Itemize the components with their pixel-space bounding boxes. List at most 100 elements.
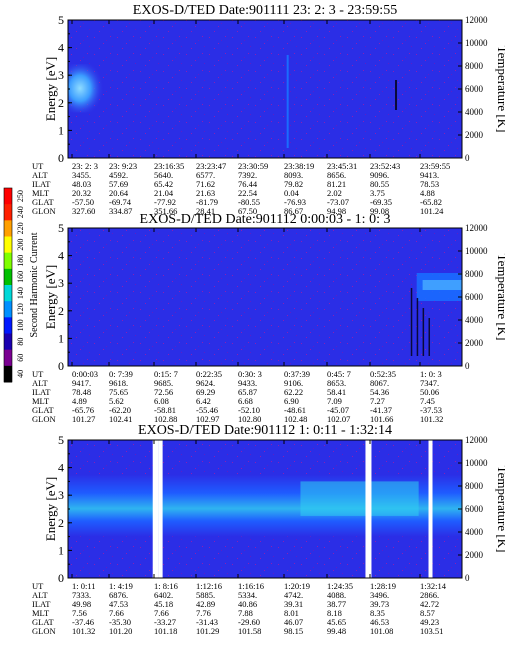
orbit-table-cell: -58.81 — [154, 405, 176, 415]
y-tick-label: 3 — [58, 276, 64, 290]
orbit-table-cell: 65.42 — [154, 179, 173, 189]
orbit-table-cell: 69.29 — [196, 387, 215, 397]
orbit-table-cell: 22.54 — [238, 188, 258, 198]
y-tick-label: 5 — [58, 13, 64, 27]
data-gap — [152, 440, 159, 578]
orbit-table-cell: -41.37 — [370, 405, 392, 415]
colorbar-tick-label: 220 — [16, 222, 25, 234]
orbit-table-cell: 9413. — [420, 170, 439, 180]
orbit-table-cell: 101.32 — [72, 626, 95, 636]
orbit-table-cell: 351.66 — [154, 206, 177, 216]
y-right-tick-label: 0 — [465, 573, 470, 583]
dark-streak — [428, 318, 431, 356]
orbit-row-label: UT — [32, 581, 44, 591]
colorbar-segment — [4, 317, 12, 334]
orbit-table-cell: 23:23:47 — [196, 161, 226, 171]
orbit-table-cell: 9417. — [72, 378, 91, 388]
y-right-axis-label: Temperature [K] — [495, 254, 505, 341]
orbit-row-label: GLON — [32, 414, 56, 424]
y-right-tick-label: 6000 — [465, 292, 484, 302]
orbit-table-cell: 7347. — [420, 378, 439, 388]
y-tick-label: 5 — [58, 221, 64, 235]
dark-streak — [422, 308, 425, 356]
orbit-table-cell: 20.32 — [72, 188, 91, 198]
y-tick-label: 3 — [58, 68, 64, 82]
colorbar-tick-label: 180 — [16, 255, 25, 267]
y-right-tick-label: 0 — [465, 361, 470, 371]
orbit-table-cell: 334.87 — [109, 206, 132, 216]
colorbar-tick-label: 40 — [16, 370, 25, 378]
orbit-table-cell: -52.10 — [238, 405, 260, 415]
orbit-table-cell: 1:20:19 — [284, 581, 310, 591]
orbit-table-cell: 4.88 — [420, 188, 435, 198]
orbit-table-cell: 102.07 — [327, 414, 350, 424]
orbit-table-cell: 39.31 — [284, 599, 303, 609]
data-gap — [365, 440, 372, 578]
orbit-table-cell: 0:22:35 — [196, 369, 222, 379]
colorbar: 40 60 80 100 120 140 160 180 200 220 240 250 Second … — [3, 187, 40, 383]
orbit-table-cell: 102.97 — [196, 414, 219, 424]
orbit-table-cell: 23:52:43 — [370, 161, 400, 171]
colorbar-frame — [3, 187, 13, 383]
y-right-tick-label: 2000 — [465, 338, 484, 348]
orbit-table-cell: 45.65 — [327, 617, 346, 627]
colorbar-tick-label: 120 — [16, 303, 25, 315]
y-tick-label: 2 — [58, 96, 64, 110]
orbit-table-cell: 103.51 — [420, 626, 443, 636]
orbit-table-cell: 47.53 — [109, 599, 128, 609]
orbit-table-cell: 7.27 — [370, 396, 385, 406]
y-right-tick-label: 2000 — [465, 550, 484, 560]
plasma-core — [422, 280, 462, 290]
orbit-table-cell: 327.60 — [72, 206, 95, 216]
colorbar-segment — [4, 268, 12, 286]
data-gap — [158, 440, 163, 578]
colorbar-tick-label: 160 — [16, 271, 25, 283]
orbit-table-cell: -31.43 — [196, 617, 218, 627]
orbit-table-cell: 99.48 — [327, 626, 346, 636]
y-right-tick-label: 4000 — [465, 107, 484, 117]
orbit-table-cell: 38.77 — [327, 599, 346, 609]
colorbar-tick-label: 250 — [16, 190, 25, 202]
orbit-table-cell: 6.08 — [154, 396, 169, 406]
y-right-tick-label: 8000 — [465, 61, 484, 71]
orbit-table-cell: 72.56 — [154, 387, 173, 397]
y-right-tick-label: 4000 — [465, 527, 484, 537]
panel-title: EXOS-D/TED Date:901112 1: 0:11 - 1:32:14 — [138, 423, 392, 438]
orbit-table-cell: 102.88 — [154, 414, 177, 424]
orbit-row-label: GLAT — [32, 617, 55, 627]
y-right-tick-label: 8000 — [465, 481, 484, 491]
y-tick-label: 2 — [58, 304, 64, 318]
orbit-table-cell: 8653. — [327, 378, 346, 388]
y-tick-label: 0 — [58, 571, 64, 585]
orbit-table-cell: 78.53 — [420, 179, 439, 189]
orbit-table-cell: 23: 2: 3 — [72, 161, 98, 171]
noise-texture — [68, 20, 462, 158]
orbit-row-label: GLAT — [32, 405, 55, 415]
y-right-tick-label: 10000 — [465, 246, 488, 256]
orbit-table-cell: 8.18 — [327, 608, 342, 618]
orbit-table-cell: 8.57 — [420, 608, 435, 618]
orbit-table-cell: 62.22 — [284, 387, 303, 397]
orbit-table-cell: 46.07 — [284, 617, 303, 627]
orbit-table-cell: 1: 8:16 — [154, 581, 178, 591]
orbit-table-cell: 4088. — [327, 590, 346, 600]
y-right-tick-label: 8000 — [465, 269, 484, 279]
orbit-table-cell: 3496. — [370, 590, 389, 600]
orbit-row-label: GLON — [32, 626, 56, 636]
orbit-table-cell: 6577. — [196, 170, 215, 180]
orbit-table-cell: 101.32 — [420, 414, 443, 424]
orbit-table-cell: 4592. — [109, 170, 128, 180]
plasma-core — [300, 481, 419, 516]
colorbar-segment — [4, 349, 12, 367]
orbit-table-cell: 6.42 — [196, 396, 211, 406]
orbit-table-cell: 7392. — [238, 170, 257, 180]
colorbar-segment — [4, 285, 12, 302]
orbit-table-cell: 6876. — [109, 590, 128, 600]
orbit-table-cell: 7.76 — [196, 608, 211, 618]
dark-streak — [410, 288, 413, 356]
orbit-row-label: MLT — [32, 396, 50, 406]
spectrogram-panel-3: EXOS-D/TED Date:901112 1: 0:11 - 1:32:14… — [32, 423, 505, 636]
y-right-tick-label: 4000 — [465, 315, 484, 325]
orbit-table-cell: -55.46 — [196, 405, 218, 415]
orbit-table-cell: 1:32:14 — [420, 581, 447, 591]
